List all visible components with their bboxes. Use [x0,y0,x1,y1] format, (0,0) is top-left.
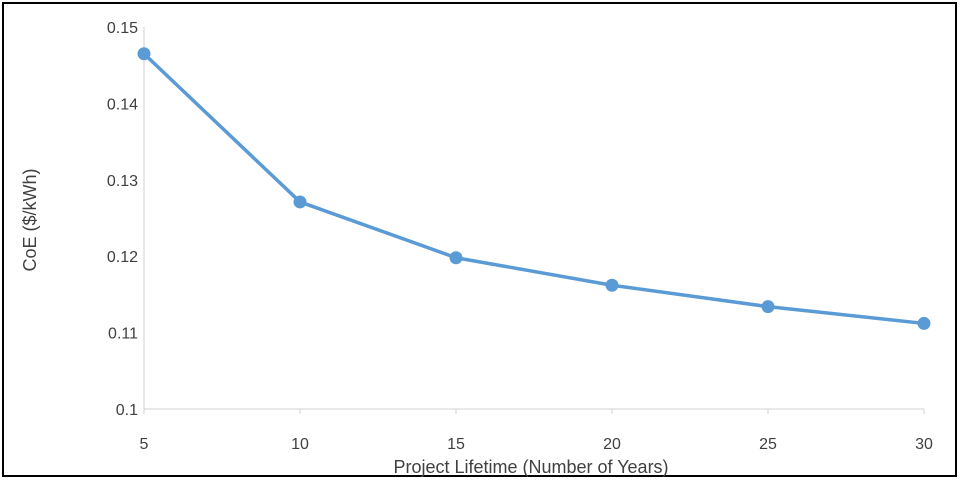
x-tick-label: 30 [915,436,933,453]
data-point [917,316,931,330]
data-point [137,47,151,61]
x-axis-title: Project Lifetime (Number of Years) [393,457,668,477]
labels-layer: Project Lifetime (Number of Years) CoE (… [20,20,933,477]
y-axis-title: CoE ($/kWh) [20,168,40,271]
y-tick-label: 0.14 [107,96,138,113]
y-tick-label: 0.12 [107,249,138,266]
data-point [605,278,619,292]
x-tick-label: 5 [140,436,149,453]
data-point [761,300,775,314]
y-tick-label: 0.11 [108,326,138,343]
data-point [449,251,463,265]
x-tick-label: 10 [291,436,309,453]
data-point [293,195,307,209]
y-tick-label: 0.13 [107,173,138,190]
x-tick-label: 15 [447,436,465,453]
axes [143,27,925,414]
chart-frame [2,2,957,477]
y-tick-label: 0.15 [107,20,138,37]
series-layer [137,47,931,330]
x-tick-label: 20 [603,436,621,453]
series-line [142,51,926,326]
x-tick-label: 25 [759,436,777,453]
y-tick-label: 0.1 [116,402,138,419]
